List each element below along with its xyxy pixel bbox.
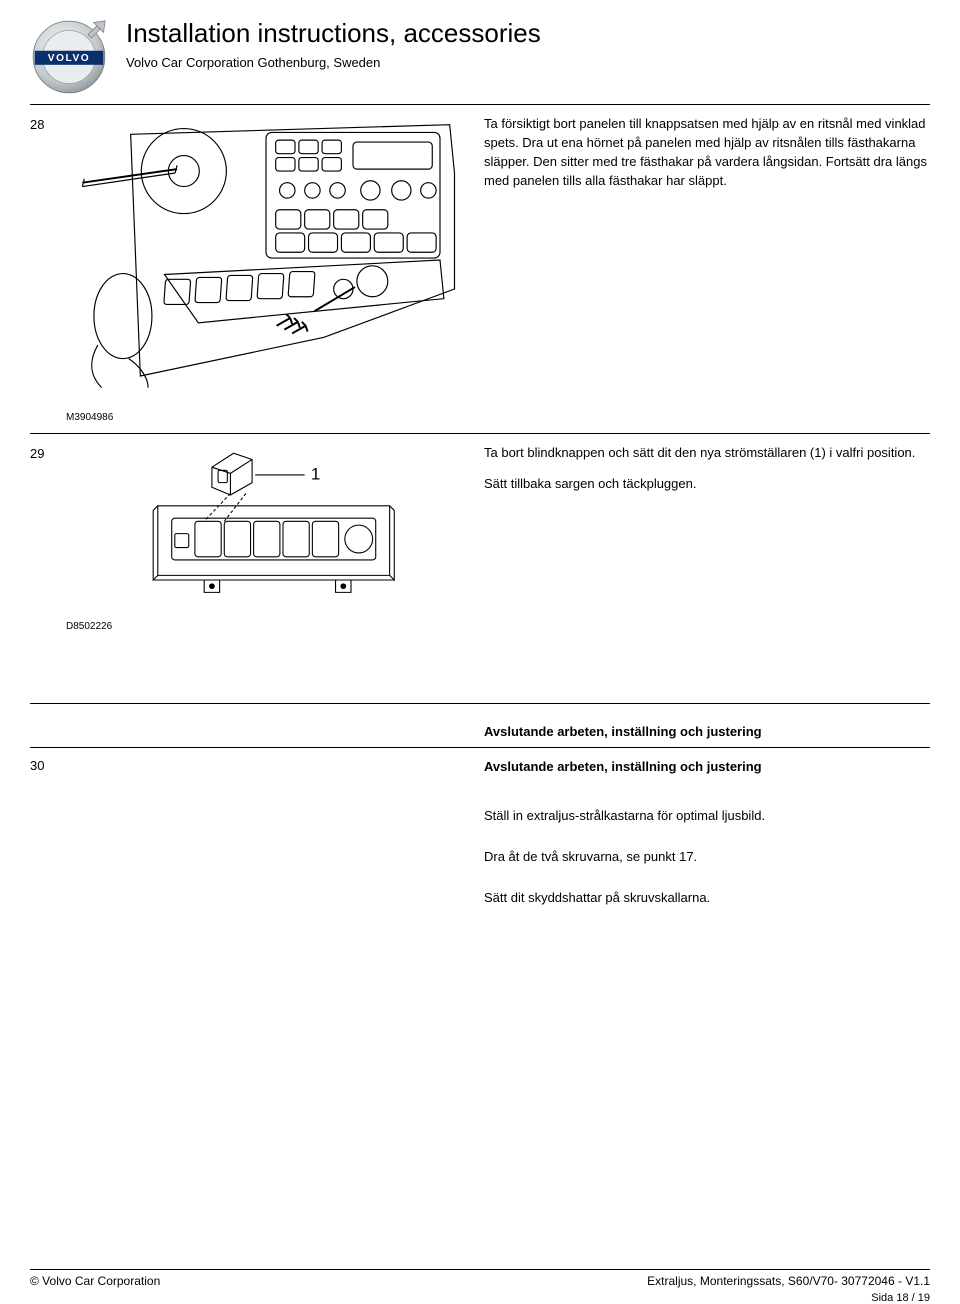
step-30-text: Avslutande arbeten, inställning och just… — [484, 758, 930, 929]
section-title: Avslutande arbeten, inställning och just… — [484, 724, 762, 739]
footer-right: Extraljus, Monteringssats, S60/V70- 3077… — [647, 1274, 930, 1288]
volvo-logo: VOLVO — [30, 18, 108, 96]
step-29: 29 1 — [30, 444, 930, 704]
step-28: 28 — [30, 115, 930, 434]
step-29-text: Ta bort blindknappen och sätt dit den ny… — [484, 444, 930, 506]
footer-left: © Volvo Car Corporation — [30, 1274, 160, 1288]
header-text-block: Installation instructions, accessories V… — [126, 18, 541, 70]
page-header: VOLVO Installation instructions, accesso… — [30, 0, 930, 105]
illustration-ref: M3904986 — [66, 412, 930, 423]
illustration-ref: D8502226 — [66, 621, 930, 632]
logo-text: VOLVO — [48, 53, 91, 64]
step-number: 28 — [30, 115, 66, 132]
step-29-illustration: 1 — [66, 444, 466, 617]
step-number: 30 — [30, 758, 66, 773]
step-number: 29 — [30, 444, 66, 461]
section-header-row: Avslutande arbeten, inställning och just… — [30, 714, 930, 748]
step-28-illustration — [66, 115, 466, 408]
page-footer: © Volvo Car Corporation Extraljus, Monte… — [30, 1269, 930, 1288]
step-28-text: Ta försiktigt bort panelen till knappsat… — [484, 115, 930, 202]
doc-subtitle: Volvo Car Corporation Gothenburg, Sweden — [126, 55, 541, 70]
step-30: 30 Avslutande arbeten, inställning och j… — [30, 748, 930, 929]
callout-1: 1 — [311, 465, 320, 484]
footer-page: Sida 18 / 19 — [871, 1292, 930, 1304]
doc-title: Installation instructions, accessories — [126, 18, 541, 49]
